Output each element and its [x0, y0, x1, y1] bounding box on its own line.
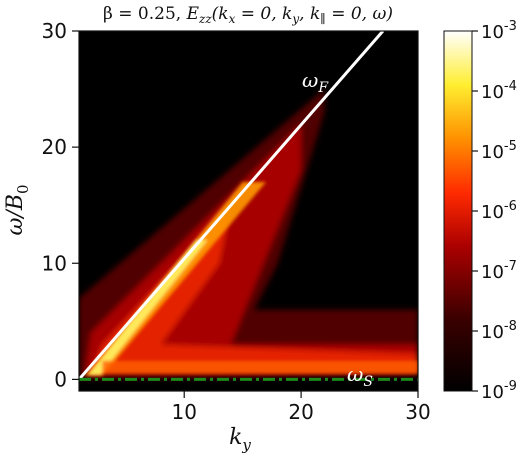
cb-tick-label-3: 10-6: [481, 199, 517, 223]
slow-mode-label: ωS: [347, 362, 373, 390]
y-tick-label-0: 0: [54, 367, 67, 391]
cb-tick-label-0: 10-3: [481, 19, 517, 43]
fast-mode-label: ωF: [302, 68, 329, 96]
y-tick-label-30: 30: [42, 19, 67, 43]
x-tick-label-30: 30: [405, 400, 430, 424]
cb-tick-label-6: 10-9: [481, 379, 517, 403]
colorbar-ticks: 10-3 10-4 10-5 10-6 10-7 10-8 10-9: [472, 19, 517, 403]
fast-mode-curve: [79, 31, 385, 381]
cb-tick-label-4: 10-7: [481, 259, 517, 283]
y-axis-ticks: 0 10 20 30: [42, 19, 79, 391]
x-tick-label-20: 20: [288, 400, 313, 424]
core-yellow: [88, 240, 208, 375]
band-low: [102, 360, 418, 374]
plot-frame: [78, 30, 419, 392]
x-tick-label-10: 10: [171, 400, 196, 424]
y-tick-label-10: 10: [42, 251, 67, 275]
x-axis-label: ky: [229, 425, 251, 454]
cb-tick-label-5: 10-8: [481, 319, 517, 343]
y-axis-label: ω/B0: [3, 184, 32, 235]
cb-tick-label-2: 10-5: [481, 139, 517, 163]
spectrum-core: [84, 181, 418, 376]
heatmap-area: [79, 31, 418, 391]
chart-title: β = 0.25, Ezz(kx = 0, ky, k∥ = 0, ω): [103, 4, 393, 26]
cb-tick-label-1: 10-4: [481, 79, 517, 103]
colorbar: [443, 30, 473, 392]
y-tick-label-20: 20: [42, 135, 67, 159]
x-axis-ticks: 10 20 30: [171, 391, 431, 424]
